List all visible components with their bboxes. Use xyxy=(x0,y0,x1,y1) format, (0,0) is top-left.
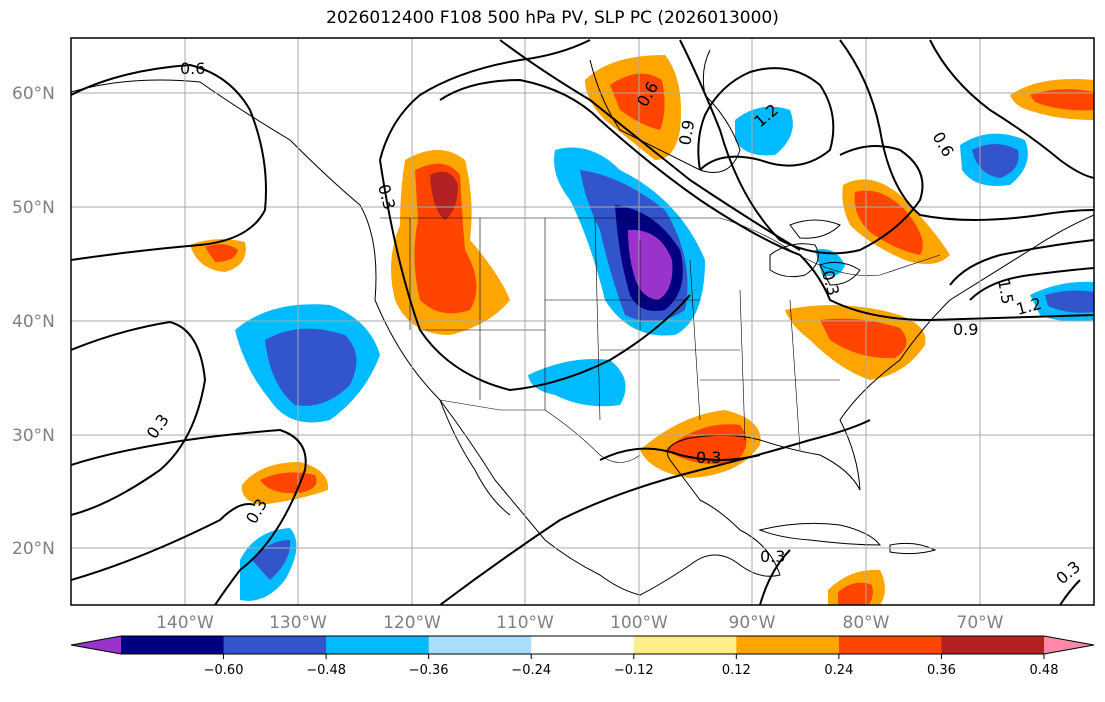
colorbar-segment xyxy=(121,636,225,654)
lon-label: 110°W xyxy=(496,613,554,633)
slp-contour xyxy=(499,39,801,251)
cuba-coastline xyxy=(758,522,882,546)
slp-contour xyxy=(929,39,1094,179)
pv-shading xyxy=(190,55,1094,605)
positive-pv-anomaly-core xyxy=(205,244,238,262)
lon-label: 80°W xyxy=(843,613,890,633)
contour-label: 0.3 xyxy=(760,547,785,566)
colorbar-segment xyxy=(326,636,430,654)
contour-label: 1.5 xyxy=(994,277,1017,305)
slp-contour xyxy=(379,39,591,161)
colorbar-segment xyxy=(223,636,327,654)
negative-pv-anomaly-core xyxy=(252,540,291,580)
slp-contours xyxy=(71,39,1094,605)
lon-label: 120°W xyxy=(383,613,441,633)
colorbar-tick-label: −0.24 xyxy=(511,663,551,678)
us-mexico-border xyxy=(439,399,641,463)
map-frame xyxy=(70,37,1095,606)
colorbar-extend-low xyxy=(71,636,121,654)
colorbar-outline xyxy=(70,635,1095,655)
colorbar-tick-label: −0.48 xyxy=(306,663,346,678)
slp-contour xyxy=(1059,579,1081,605)
slp-contour xyxy=(949,239,1094,286)
positive-pv-anomaly-core xyxy=(820,318,907,359)
colorbar-segment xyxy=(428,636,532,654)
positive-pv-anomaly-core xyxy=(1030,89,1094,111)
lon-label: 90°W xyxy=(729,613,776,633)
contour-label: 0.3 xyxy=(696,448,721,467)
lat-label: 50°N xyxy=(12,198,55,218)
colorbar-segment xyxy=(633,636,737,654)
colorbar-tick-label: 0.36 xyxy=(927,663,956,678)
colorbar-tick-label: 0.48 xyxy=(1030,663,1059,678)
map-title: 2026012400 F108 500 hPa PV, SLP PC (2026… xyxy=(326,8,779,28)
hispaniola-coastline xyxy=(889,542,937,555)
contour-label: 0.9 xyxy=(675,118,698,146)
colorbar-tick-label: −0.12 xyxy=(614,663,654,678)
colorbar-segment xyxy=(941,636,1045,654)
slp-contour xyxy=(439,419,871,605)
slp-contour xyxy=(599,447,761,461)
lat-label: 20°N xyxy=(12,539,55,559)
colorbar-tick-label: −0.60 xyxy=(204,663,244,678)
longitude-labels: 140°W 130°W 120°W 110°W 100°W 90°W 80°W … xyxy=(156,613,1004,633)
lat-label: 30°N xyxy=(12,426,55,446)
slp-contour xyxy=(969,267,1094,301)
slp-contour xyxy=(439,78,1094,322)
latitude-labels: 60°N 50°N 40°N 30°N 20°N xyxy=(12,84,55,559)
slp-contour xyxy=(71,503,256,581)
north-america-coastline xyxy=(71,79,1094,596)
contour-label: 0.6 xyxy=(180,59,205,78)
political-borders xyxy=(380,217,941,463)
positive-pv-anomaly-core xyxy=(414,163,477,314)
negative-pv-anomaly-core xyxy=(265,328,357,406)
lon-label: 70°W xyxy=(957,613,1004,633)
slp-contour xyxy=(839,39,1094,221)
negative-pv-anomaly-core xyxy=(972,144,1019,178)
colorbar-segment xyxy=(531,636,635,654)
positive-pv-anomaly-max xyxy=(430,171,458,220)
baja-coastline xyxy=(439,399,511,516)
slp-contour xyxy=(759,549,791,605)
colorbar-tick-label: −0.36 xyxy=(409,663,449,678)
slp-contour xyxy=(71,320,207,516)
us-canada-border xyxy=(380,217,941,276)
slp-contour xyxy=(697,67,835,171)
negative-pv-anomaly xyxy=(528,359,626,407)
colorbar-segment xyxy=(736,636,840,654)
slp-contour xyxy=(71,63,267,261)
lat-label: 40°N xyxy=(12,312,55,332)
slp-contour xyxy=(379,159,691,392)
positive-pv-anomaly-core xyxy=(610,73,665,130)
slp-contour xyxy=(71,428,307,605)
negative-pv-anomaly-core xyxy=(1045,290,1094,313)
colorbar-extend-high xyxy=(1044,636,1094,654)
positive-pv-anomaly-core xyxy=(665,424,747,465)
colorbar-tick-label: 0.12 xyxy=(722,663,751,678)
colorbar-segment xyxy=(838,636,942,654)
colorbar: −0.60 −0.48 −0.36 −0.24 −0.12 0.12 0.24 0.36 0.4… xyxy=(70,635,1095,678)
lon-label: 140°W xyxy=(156,613,214,633)
contour-label: 0.9 xyxy=(953,320,978,339)
lon-label: 130°W xyxy=(269,613,327,633)
negative-pv-anomaly xyxy=(735,106,793,156)
positive-pv-anomaly-core xyxy=(838,582,873,605)
slp-contour xyxy=(679,39,924,255)
colorbar-tick-label: 0.24 xyxy=(824,663,853,678)
lat-label: 60°N xyxy=(12,84,55,104)
state-lines xyxy=(409,217,840,451)
gridlines xyxy=(71,38,1094,605)
lon-label: 100°W xyxy=(610,613,668,633)
